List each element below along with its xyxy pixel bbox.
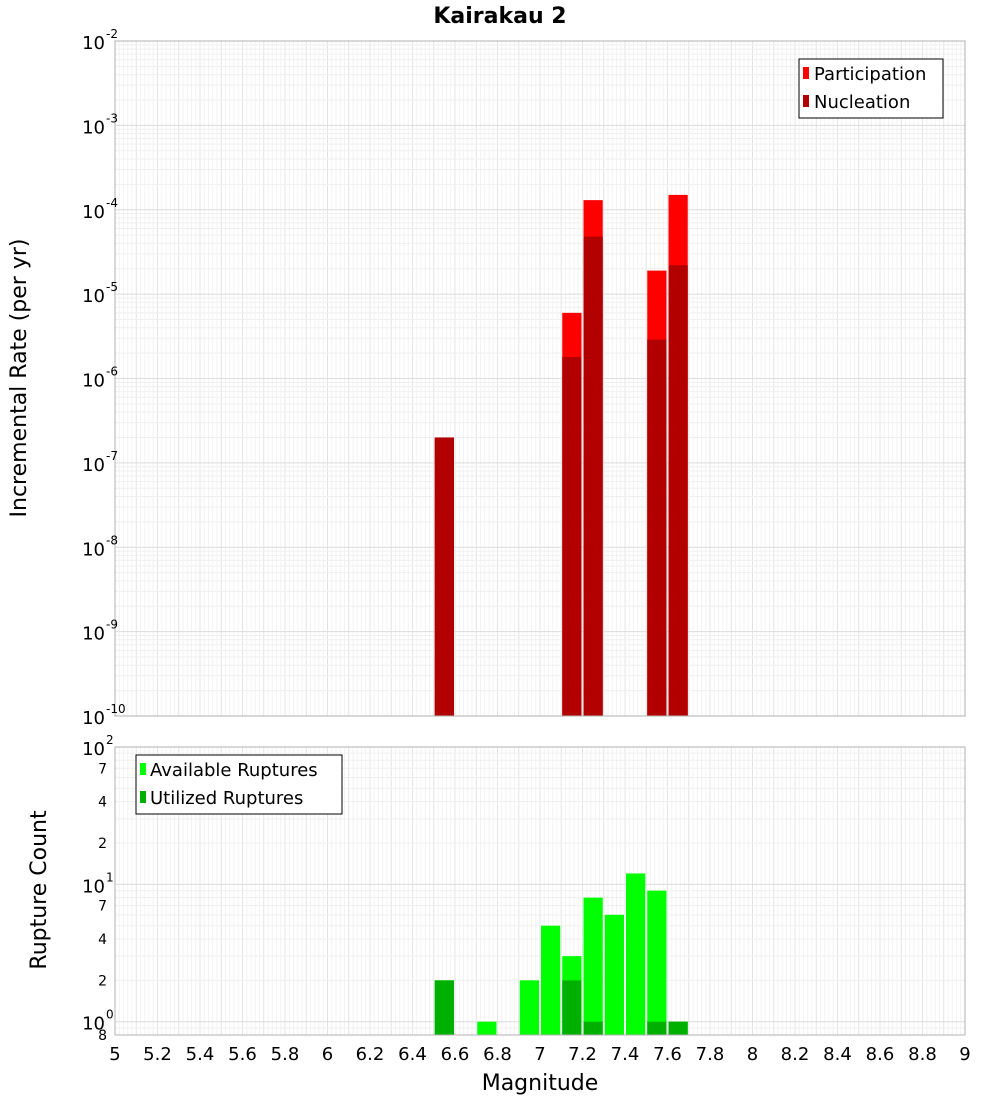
legend-swatch xyxy=(140,791,146,803)
y-minor-tick-label: 2 xyxy=(98,836,107,852)
x-tick-label: 8.8 xyxy=(908,1044,937,1065)
x-tick-label: 6.8 xyxy=(483,1044,512,1065)
bottom-y-axis-label: Rupture Count xyxy=(27,810,52,970)
y-tick-exponent: -8 xyxy=(106,533,118,547)
legend-entry-label: Participation xyxy=(814,64,926,85)
x-tick-label: 7.6 xyxy=(653,1044,682,1065)
bar-available-ruptures xyxy=(541,925,561,1035)
y-tick-label: 10 xyxy=(82,371,105,392)
x-tick-label: 7.8 xyxy=(696,1044,725,1065)
y-tick-exponent: -2 xyxy=(106,27,118,41)
bar-available-ruptures xyxy=(519,980,539,1035)
bar-nucleation xyxy=(647,339,667,716)
y-minor-tick-label: 2 xyxy=(98,973,107,989)
y-tick-exponent: -6 xyxy=(106,365,118,379)
y-tick-label: 10 xyxy=(82,624,105,645)
x-tick-label: 7.2 xyxy=(568,1044,597,1065)
x-tick-label: 8.2 xyxy=(781,1044,810,1065)
x-tick-label: 7.4 xyxy=(611,1044,640,1065)
x-tick-label: 8.6 xyxy=(866,1044,895,1065)
legend-box xyxy=(798,58,944,119)
bar-available-ruptures xyxy=(477,1021,497,1035)
chart-title: Kairakau 2 xyxy=(433,4,566,29)
x-axis-label: Magnitude xyxy=(482,1071,599,1096)
x-tick-label: 5.6 xyxy=(228,1044,257,1065)
bar-available-ruptures xyxy=(583,897,603,1035)
y-tick-exponent: 0 xyxy=(106,1008,114,1022)
top-y-axis-label: Incremental Rate (per yr) xyxy=(7,239,32,518)
bar-nucleation xyxy=(583,236,603,716)
y-tick-label: 10 xyxy=(82,117,105,138)
x-tick-label: 5 xyxy=(109,1044,120,1065)
y-tick-exponent: 2 xyxy=(106,733,114,747)
legend-swatch xyxy=(140,763,146,775)
bar-nucleation xyxy=(434,437,454,716)
bar-available-ruptures xyxy=(647,890,667,1035)
x-tick-label: 5.4 xyxy=(186,1044,215,1065)
x-tick-label: 6.4 xyxy=(398,1044,427,1065)
bar-utilized-ruptures xyxy=(583,1021,603,1035)
x-tick-label: 6 xyxy=(322,1044,333,1065)
y-tick-exponent: -5 xyxy=(106,280,118,294)
y-tick-exponent: -3 xyxy=(106,111,118,125)
x-tick-label: 8.4 xyxy=(823,1044,852,1065)
legend-swatch xyxy=(803,67,809,79)
y-minor-tick-label: 8 xyxy=(98,1028,107,1044)
y-minor-tick-label: 7 xyxy=(98,761,107,777)
y-tick-label: 10 xyxy=(82,455,105,476)
x-tick-label: 6.2 xyxy=(356,1044,385,1065)
x-tick-label: 8 xyxy=(747,1044,758,1065)
top-plot-frame xyxy=(114,40,966,717)
y-tick-label: 10 xyxy=(82,539,105,560)
bar-nucleation xyxy=(562,356,582,716)
x-tick-label: 9 xyxy=(959,1044,970,1065)
bar-utilized-ruptures xyxy=(562,980,582,1035)
y-minor-tick-label: 4 xyxy=(98,932,107,948)
y-tick-exponent: 1 xyxy=(106,870,114,884)
y-tick-exponent: -9 xyxy=(106,618,118,632)
y-tick-exponent: -4 xyxy=(106,196,118,210)
y-tick-label: 10 xyxy=(82,708,105,729)
legend-swatch xyxy=(803,95,809,107)
legend-entry-label: Available Ruptures xyxy=(150,760,318,781)
series-utilized-ruptures xyxy=(434,980,688,1035)
x-tick-label: 6.6 xyxy=(441,1044,470,1065)
bar-utilized-ruptures xyxy=(434,980,454,1035)
y-tick-label: 10 xyxy=(82,739,105,760)
bar-utilized-ruptures xyxy=(647,1021,667,1035)
bottom-legend: Available Ruptures Utilized Ruptures xyxy=(135,754,343,815)
bar-utilized-ruptures xyxy=(668,1021,688,1035)
x-tick-label: 5.8 xyxy=(271,1044,300,1065)
y-tick-label: 10 xyxy=(82,1014,105,1035)
bar-available-ruptures xyxy=(604,914,624,1035)
y-tick-label: 10 xyxy=(82,876,105,897)
top-legend: Participation Nucleation xyxy=(798,58,944,119)
legend-entry-label: Utilized Ruptures xyxy=(150,788,303,809)
y-tick-exponent: -10 xyxy=(106,702,126,716)
x-tick-label: 7 xyxy=(534,1044,545,1065)
y-minor-tick-label: 7 xyxy=(98,899,107,915)
y-tick-exponent: -7 xyxy=(106,449,118,463)
top-grid xyxy=(114,40,966,717)
legend-box xyxy=(135,754,343,815)
y-minor-tick-label: 4 xyxy=(98,795,107,811)
bar-nucleation xyxy=(668,265,688,716)
legend-entry-label: Nucleation xyxy=(814,92,910,113)
x-tick-label: 5.2 xyxy=(143,1044,172,1065)
bottom-plot-frame xyxy=(114,746,966,1036)
bar-available-ruptures xyxy=(626,873,646,1035)
series-nucleation xyxy=(434,236,688,716)
y-tick-label: 10 xyxy=(82,286,105,307)
y-tick-label: 10 xyxy=(82,202,105,223)
y-tick-label: 10 xyxy=(82,33,105,54)
